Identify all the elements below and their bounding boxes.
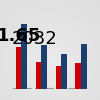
Bar (61, 54, 67, 89)
Bar (36, 62, 41, 89)
Text: 1.65: 1.65 (0, 27, 41, 45)
Bar (56, 66, 61, 89)
Bar (81, 44, 87, 89)
Bar (21, 24, 27, 89)
Bar (76, 63, 81, 89)
Legend: 2023, 2032: 2023, 2032 (0, 21, 67, 57)
Bar (16, 47, 21, 89)
Bar (41, 45, 47, 89)
